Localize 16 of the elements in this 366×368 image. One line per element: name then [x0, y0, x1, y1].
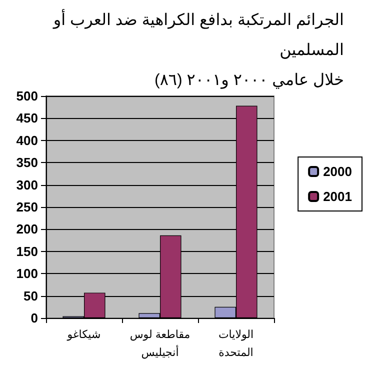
legend-label: 2000	[323, 164, 352, 179]
y-tick-label: 450	[16, 110, 38, 126]
y-tick-label: 300	[16, 177, 38, 192]
y-tick-label: 250	[16, 200, 38, 214]
x-tick-label: شيكاغو	[66, 329, 101, 341]
y-tick-label: 100	[16, 266, 38, 282]
y-tick-label: 400	[16, 132, 38, 148]
y-tick-label: 500	[16, 88, 38, 104]
y-tick-label: 350	[16, 155, 38, 170]
legend-label: 2001	[323, 189, 352, 204]
y-tick-label: 0	[30, 310, 38, 326]
y-tick-label: 50	[24, 288, 38, 304]
x-tick-label: مقاطعة لوس أنجيليس	[130, 329, 190, 359]
y-tick-label: 200	[16, 222, 38, 237]
x-tick-label: الولايات المتحدة	[218, 329, 254, 359]
y-tick-label: 150	[16, 244, 38, 259]
